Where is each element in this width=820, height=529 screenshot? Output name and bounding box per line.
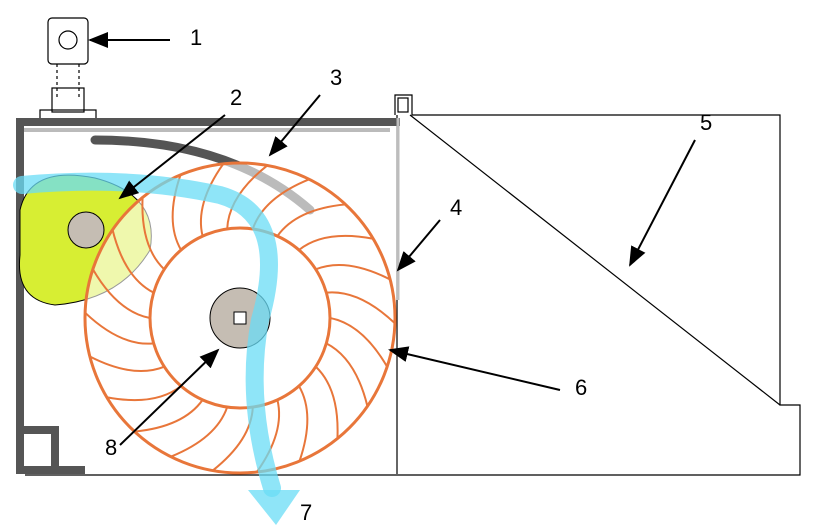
label-8: 8 [105, 435, 117, 460]
label-7: 7 [300, 500, 312, 525]
label-5: 5 [700, 110, 712, 135]
label-4: 4 [450, 195, 462, 220]
label-6: 6 [575, 375, 587, 400]
label-1: 1 [190, 25, 202, 50]
label-2: 2 [230, 85, 242, 110]
turbine-diagram: 1 2 3 4 5 6 7 8 [0, 0, 820, 529]
label-3: 3 [330, 65, 342, 90]
